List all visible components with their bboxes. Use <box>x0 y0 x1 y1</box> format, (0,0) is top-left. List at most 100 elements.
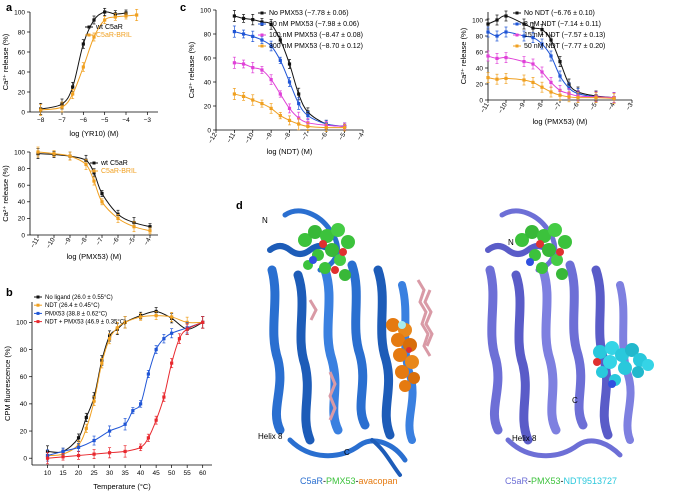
legend-label: 3 nM NDT (−7.14 ± 0.11) <box>524 21 601 28</box>
x-tick-label: −7 <box>95 236 105 246</box>
data-point <box>76 453 81 458</box>
data-point <box>146 436 150 440</box>
data-point <box>100 200 104 204</box>
data-point <box>113 12 117 16</box>
data-point <box>124 14 128 18</box>
data-point <box>269 106 273 110</box>
data-point <box>260 38 264 42</box>
data-point <box>60 102 64 106</box>
data-point <box>92 395 96 399</box>
data-point <box>278 58 282 62</box>
y-tick-label: 80 <box>18 29 26 36</box>
data-point <box>92 35 96 39</box>
data-point <box>306 121 310 125</box>
data-point <box>343 126 347 130</box>
data-point <box>549 80 553 84</box>
x-tick-label: −6 <box>319 131 329 141</box>
c5ar-ribbon-left <box>267 208 417 477</box>
data-point <box>100 358 104 363</box>
data-point <box>92 179 96 183</box>
data-point <box>504 30 508 34</box>
data-point <box>576 90 580 94</box>
data-point <box>558 93 562 97</box>
data-point <box>287 80 292 84</box>
y-tick-label: 0 <box>23 456 27 463</box>
legend-label: No ligand (26.0 ± 0.55°C) <box>45 295 113 301</box>
label-c-left: C <box>344 448 350 457</box>
data-point <box>139 315 143 319</box>
data-point <box>343 124 347 128</box>
data-point <box>61 449 65 454</box>
x-tick-label: −6 <box>80 117 88 124</box>
y-tick-label: 20 <box>18 89 26 96</box>
data-point <box>594 95 598 99</box>
data-point <box>232 30 236 34</box>
series-line <box>37 153 151 228</box>
data-point <box>154 313 158 318</box>
data-point <box>162 395 166 399</box>
data-point <box>116 212 120 216</box>
y-tick-label: 0 <box>21 109 25 116</box>
x-tick-label: −4 <box>143 236 153 246</box>
data-point <box>241 62 246 66</box>
y-tick-label: 100 <box>16 320 27 327</box>
data-point <box>45 456 50 460</box>
legend-marker <box>36 320 40 324</box>
legend-label: No PMX53 (−7.78 ± 0.06) <box>269 10 349 17</box>
x-tick-label: −8 <box>535 101 545 111</box>
y-tick-label: 40 <box>476 65 484 72</box>
legend-label: NDT (26.4 ± 0.45°C) <box>45 303 100 309</box>
data-point <box>241 16 246 20</box>
data-point <box>567 82 571 86</box>
data-point <box>612 96 616 100</box>
data-point <box>76 445 81 449</box>
data-point <box>531 62 535 66</box>
data-point <box>594 94 598 98</box>
data-point <box>486 30 490 34</box>
data-point <box>241 94 246 98</box>
data-point <box>92 18 96 22</box>
structure-left <box>267 208 434 477</box>
y-tick-label: 80 <box>476 33 484 40</box>
data-point <box>251 34 255 38</box>
y-tick-label: 0 <box>21 232 25 239</box>
x-tick-label: −11 <box>479 101 491 114</box>
y-axis-label: CPM fluorescence (%) <box>3 345 12 421</box>
y-tick-label: 0 <box>479 97 483 104</box>
data-point <box>100 191 104 196</box>
data-point <box>115 327 119 331</box>
data-point <box>76 436 81 440</box>
data-point <box>495 34 499 38</box>
data-point <box>540 28 544 32</box>
data-point <box>139 402 143 406</box>
legend-marker <box>36 311 40 315</box>
data-point <box>139 313 143 318</box>
x-tick-label: 10 <box>44 470 52 477</box>
x-tick-label: 50 <box>168 470 176 477</box>
data-point <box>522 78 526 82</box>
panel-letter-b: b <box>6 287 13 299</box>
data-point <box>61 452 65 456</box>
data-point <box>45 453 50 458</box>
data-point <box>306 124 310 128</box>
legend-marker <box>36 303 40 307</box>
x-tick-label: −8 <box>282 131 292 141</box>
legend-label: PMX53 (38.8 ± 0.62°C) <box>45 311 107 317</box>
data-point <box>558 74 562 78</box>
data-point <box>260 102 264 106</box>
x-tick-label: −3 <box>625 101 635 111</box>
data-point <box>522 22 526 26</box>
legend-marker <box>515 22 519 26</box>
data-point <box>201 320 205 324</box>
x-tick-label: −10 <box>45 236 57 249</box>
data-point <box>61 455 65 459</box>
x-tick-label: −9 <box>517 101 527 111</box>
legend-label: 50 nM NDT (−7.77 ± 0.20) <box>524 43 605 50</box>
series-line <box>234 62 345 127</box>
x-axis-label: Temperature (°C) <box>93 482 151 491</box>
legend-marker <box>92 169 96 173</box>
x-tick-label: −4 <box>122 117 130 124</box>
data-point <box>148 225 152 229</box>
